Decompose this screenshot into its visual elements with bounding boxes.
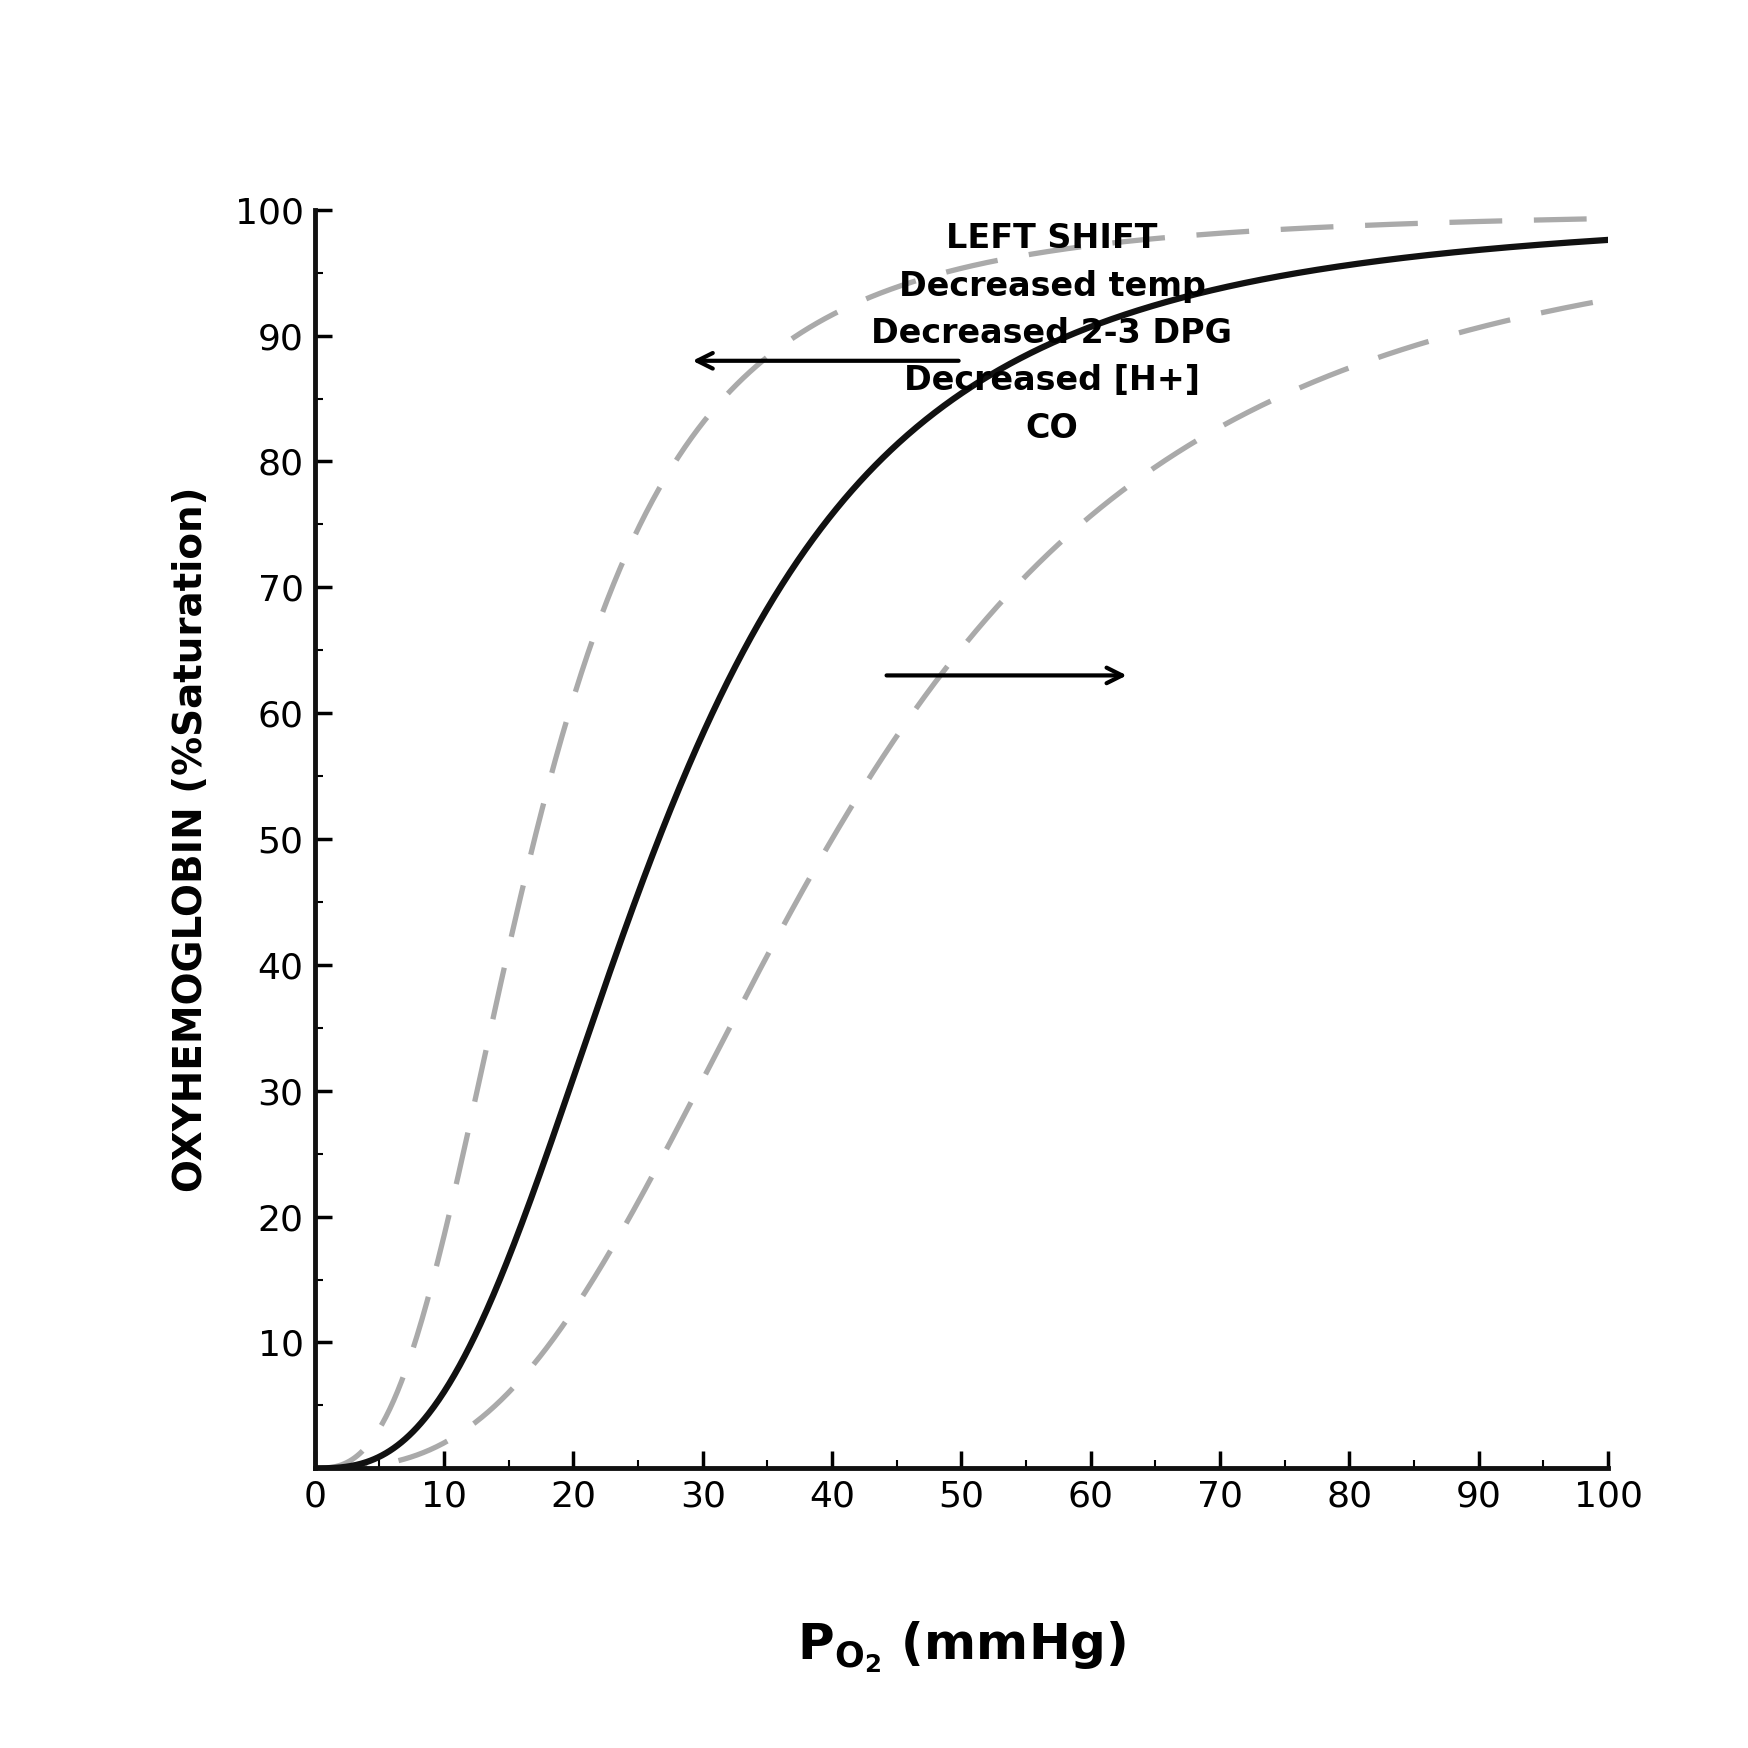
Y-axis label: OXYHEMOGLOBIN (%Saturation): OXYHEMOGLOBIN (%Saturation) [171, 486, 210, 1192]
Text: LEFT SHIFT
Decreased temp
Decreased 2-3 DPG
Decreased [H+]
CO: LEFT SHIFT Decreased temp Decreased 2-3 … [872, 222, 1232, 444]
Text: $\mathbf{P}_{\mathbf{O_2}}$ $\mathbf{(mmHg)}$: $\mathbf{P}_{\mathbf{O_2}}$ $\mathbf{(mm… [797, 1619, 1126, 1675]
